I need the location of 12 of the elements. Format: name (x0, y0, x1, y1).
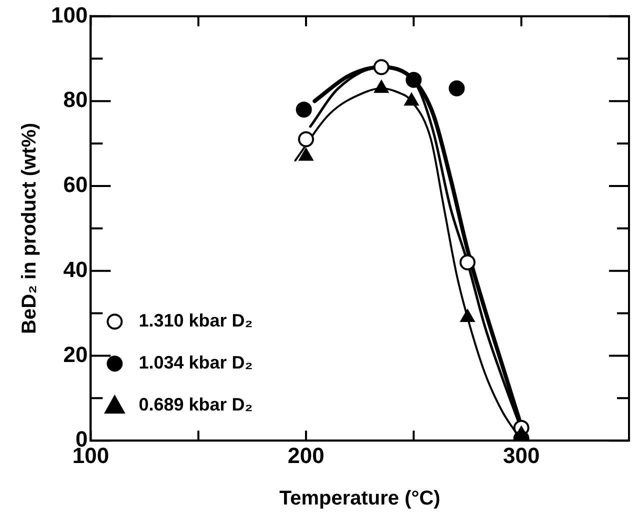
legend-label: 1.310 kbar D₂ (138, 310, 253, 331)
y-tick-label: 40 (63, 256, 88, 282)
legend-label: 1.034 kbar D₂ (138, 352, 253, 373)
legend-label: 0.689 kbar D₂ (138, 394, 253, 415)
y-axis-title: BeD₂ in product (wt%) (18, 122, 41, 334)
y-tick-label: 20 (63, 342, 88, 367)
x-axis-title: Temperature (°C) (279, 488, 440, 510)
x-tick-label: 200 (288, 442, 324, 468)
y-tick-label: 60 (63, 172, 88, 198)
x-tick-label: 300 (502, 442, 540, 468)
y-tick-label: 80 (63, 87, 88, 112)
y-tick-label: 100 (50, 2, 88, 28)
